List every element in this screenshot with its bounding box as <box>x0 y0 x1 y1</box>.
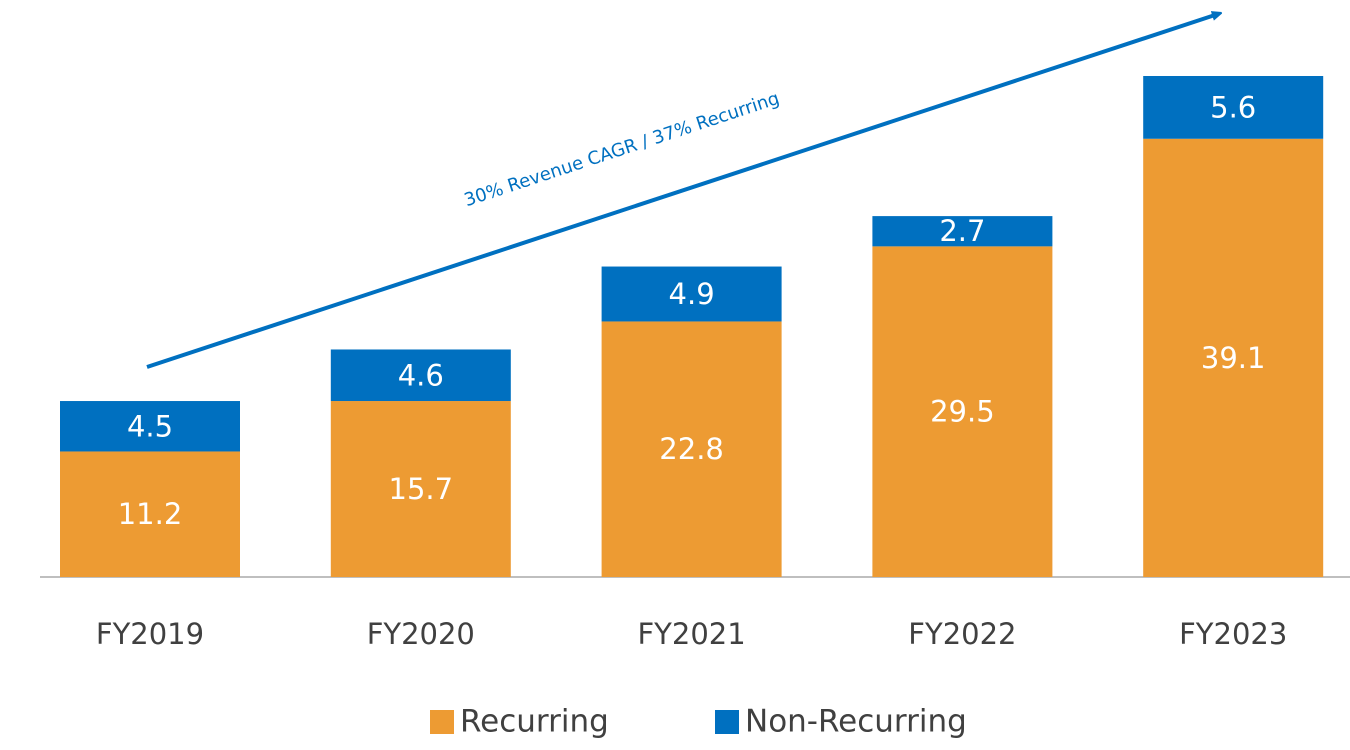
x-tick-label: FY2022 <box>908 617 1016 651</box>
bar-segment <box>601 321 782 577</box>
bar-segment <box>601 266 782 322</box>
x-tick-label: FY2020 <box>367 617 475 651</box>
x-tick-label: FY2019 <box>96 617 204 651</box>
data-label: 4.5 <box>127 409 173 443</box>
data-label: 29.5 <box>930 395 995 429</box>
bar-segment <box>330 401 511 577</box>
data-label: 22.8 <box>659 432 724 466</box>
bar-segment <box>872 246 1053 577</box>
bar-segment <box>1143 138 1324 577</box>
legend-label: Recurring <box>460 704 609 740</box>
x-tick-label: FY2023 <box>1179 617 1287 651</box>
data-label: 2.7 <box>939 214 985 248</box>
bar-segment <box>1143 76 1324 139</box>
x-tick-label: FY2021 <box>637 617 745 651</box>
data-label: 11.2 <box>118 497 183 531</box>
legend-swatch <box>715 710 739 734</box>
data-label: 15.7 <box>389 472 454 506</box>
data-label: 39.1 <box>1201 341 1266 375</box>
bar-segment <box>872 216 1053 247</box>
bar-segment <box>330 349 511 402</box>
data-label: 5.6 <box>1210 90 1256 124</box>
bar-segment <box>60 451 240 577</box>
data-label: 4.9 <box>669 277 715 311</box>
data-label: 4.6 <box>398 358 444 392</box>
trend-arrow <box>146 14 1218 369</box>
bar-segment <box>60 401 240 452</box>
annotation: 30% Revenue CAGR / 37% Recurring <box>462 88 783 211</box>
legend-swatch <box>430 710 454 734</box>
legend-label: Non-Recurring <box>745 704 967 740</box>
